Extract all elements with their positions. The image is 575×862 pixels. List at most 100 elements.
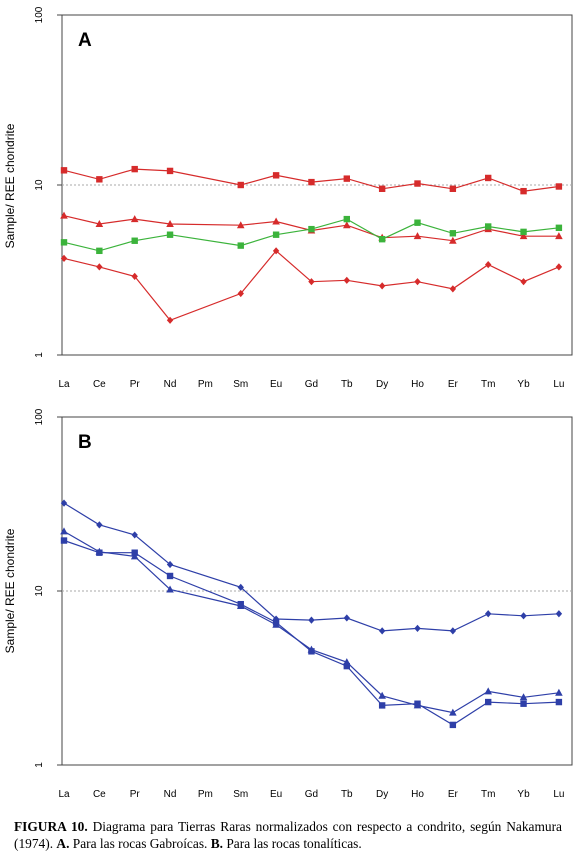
data-point <box>414 180 421 187</box>
data-point <box>96 549 103 556</box>
data-point <box>96 247 103 255</box>
data-point <box>237 600 244 608</box>
data-point <box>96 263 103 271</box>
x-tick-label: Eu <box>270 789 282 800</box>
data-point <box>166 167 174 175</box>
data-point <box>485 261 492 269</box>
data-point <box>131 531 138 539</box>
data-point <box>60 211 68 219</box>
data-point <box>449 285 457 293</box>
data-point <box>343 221 351 229</box>
series-line <box>63 530 559 714</box>
data-point <box>60 239 68 246</box>
series-4 <box>60 247 563 324</box>
x-tick-label: Tb <box>341 789 353 800</box>
x-tick-label: La <box>58 789 70 800</box>
data-point <box>131 237 138 244</box>
x-tick-label: Yb <box>517 789 530 800</box>
data-point <box>308 225 315 233</box>
data-point <box>237 181 244 189</box>
series-layer <box>60 165 563 324</box>
data-point <box>343 276 350 284</box>
data-point <box>449 721 457 729</box>
x-tick-label: Sm <box>233 789 248 800</box>
x-tick-label: Er <box>448 379 459 390</box>
data-point <box>378 691 386 699</box>
data-point <box>166 231 174 238</box>
y-tick-label: 1 <box>34 352 45 358</box>
x-tick-label: Tb <box>341 379 353 390</box>
ree-charts: A Sample/ REE chondrite 1 10 100 La Ce Pr N… <box>3 6 573 800</box>
data-point <box>60 499 68 507</box>
panel-title: B <box>78 432 92 453</box>
data-point <box>520 612 527 620</box>
y-tick-label: 1 <box>34 762 45 768</box>
data-point <box>96 521 103 529</box>
data-point <box>519 693 528 701</box>
x-tick-label: Sm <box>233 379 248 390</box>
data-point <box>308 278 315 286</box>
data-point <box>414 278 421 286</box>
x-tick-label: Dy <box>376 789 388 800</box>
data-point <box>378 702 386 709</box>
y-tick-label: 10 <box>34 179 45 191</box>
x-tick-label: Dy <box>376 379 388 390</box>
series-1 <box>60 165 563 195</box>
data-point <box>272 231 280 238</box>
x-tick-label: Er <box>448 789 459 800</box>
data-point <box>237 242 244 249</box>
caption-part-b-text: Para las rocas tonalíticas. <box>223 836 362 851</box>
data-point <box>237 289 244 298</box>
series-line <box>63 502 559 632</box>
data-point <box>449 708 457 716</box>
data-point <box>166 560 174 569</box>
x-tick-label: Yb <box>517 379 530 390</box>
data-point <box>485 223 492 230</box>
data-point <box>166 219 174 227</box>
x-tick-label: Gd <box>305 789 318 800</box>
data-point <box>378 282 386 290</box>
series-3 <box>60 215 563 255</box>
series-layer <box>60 499 563 729</box>
data-point <box>378 627 386 635</box>
data-point <box>131 165 138 173</box>
data-point <box>449 230 457 237</box>
data-point <box>485 610 492 618</box>
caption-part-b-label: B. <box>210 836 224 851</box>
y-tick-label: 100 <box>34 408 45 425</box>
data-point <box>60 527 68 535</box>
data-point <box>237 583 244 591</box>
panel-title: A <box>78 30 92 51</box>
data-point <box>414 219 421 226</box>
data-point <box>519 232 528 240</box>
x-tick-label: Ce <box>93 379 106 390</box>
data-point <box>449 236 457 244</box>
x-tick-label: Pr <box>130 789 141 800</box>
data-point <box>131 272 138 280</box>
panel-b: B Sample/ REE chondrite 1 10 100 La Ce Pr N… <box>3 408 573 800</box>
y-tick-label: 100 <box>34 6 45 23</box>
x-tick-labels: La Ce Pr Nd Pm Sm Eu Gd Tb Dy Ho Er Tm Yb Lu <box>58 379 564 390</box>
data-point <box>555 183 563 190</box>
data-point <box>485 174 492 182</box>
x-tick-label: Lu <box>553 789 564 800</box>
data-point <box>166 316 174 324</box>
series-1 <box>60 499 563 635</box>
data-point <box>343 215 350 223</box>
x-tick-label: Ho <box>411 789 424 800</box>
y-tick-label: 10 <box>34 585 45 597</box>
data-point <box>449 185 457 192</box>
data-point <box>272 619 280 626</box>
data-point <box>555 688 563 696</box>
data-point <box>449 627 457 635</box>
data-point <box>236 221 245 229</box>
caption-figure-label: FIGURA 10. <box>14 819 88 834</box>
caption-part-a-text: Para las rocas Gabroícas. <box>69 836 211 851</box>
caption-text: Diagrama para Tierras Raras normalizados… <box>14 819 562 851</box>
data-point <box>130 552 139 560</box>
data-point <box>308 178 315 186</box>
data-point <box>378 235 386 243</box>
data-point <box>96 176 103 183</box>
x-tick-label: Pr <box>130 379 141 390</box>
data-point <box>555 698 563 706</box>
